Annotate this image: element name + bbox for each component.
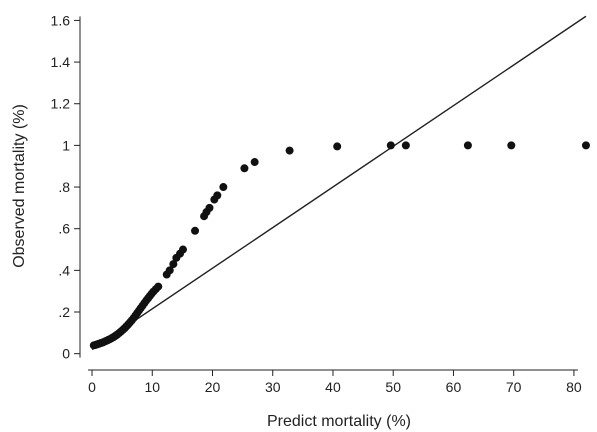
y-tick-label: .8 xyxy=(58,179,70,195)
y-ticks: 0 .2 .4 .6 .8 1 1.2 1.4 1.6 xyxy=(51,12,80,362)
x-tick-label: 10 xyxy=(144,379,160,395)
x-tick-label: 60 xyxy=(446,379,462,395)
data-point xyxy=(219,183,228,192)
y-tick-label: .6 xyxy=(58,221,70,237)
data-point xyxy=(581,141,590,150)
y-tick-label: 1.4 xyxy=(51,54,71,70)
data-point xyxy=(165,266,174,275)
data-point xyxy=(169,260,178,269)
data-point xyxy=(333,142,342,151)
y-axis-title: Observed mortality (%) xyxy=(11,104,28,268)
y-tick-label: .2 xyxy=(58,304,70,320)
data-points xyxy=(89,141,590,350)
y-tick-label: 1 xyxy=(62,137,70,153)
y-tick-label: .4 xyxy=(58,262,70,278)
data-point xyxy=(240,164,249,173)
x-tick-label: 20 xyxy=(205,379,221,395)
data-point xyxy=(213,191,222,200)
x-tick-label: 80 xyxy=(566,379,582,395)
data-point xyxy=(507,141,516,150)
data-point xyxy=(463,141,472,150)
reference-line xyxy=(91,15,587,351)
x-tick-label: 0 xyxy=(88,379,96,395)
x-ticks: 0 10 20 30 40 50 60 70 80 xyxy=(88,370,582,395)
x-tick-label: 30 xyxy=(265,379,281,395)
data-point xyxy=(250,158,259,167)
x-tick-label: 70 xyxy=(506,379,522,395)
axes xyxy=(79,16,578,371)
data-point xyxy=(178,245,187,254)
x-tick-label: 40 xyxy=(325,379,341,395)
x-tick-label: 50 xyxy=(385,379,401,395)
y-tick-label: 0 xyxy=(62,346,70,362)
data-point xyxy=(191,226,200,235)
data-point xyxy=(205,203,214,212)
x-axis-title: Predict mortality (%) xyxy=(267,413,411,430)
y-tick-label: 1.6 xyxy=(51,12,71,28)
data-point xyxy=(401,141,410,150)
data-point xyxy=(154,282,163,291)
data-point xyxy=(285,146,294,155)
data-point xyxy=(386,141,395,150)
y-tick-label: 1.2 xyxy=(51,96,71,112)
